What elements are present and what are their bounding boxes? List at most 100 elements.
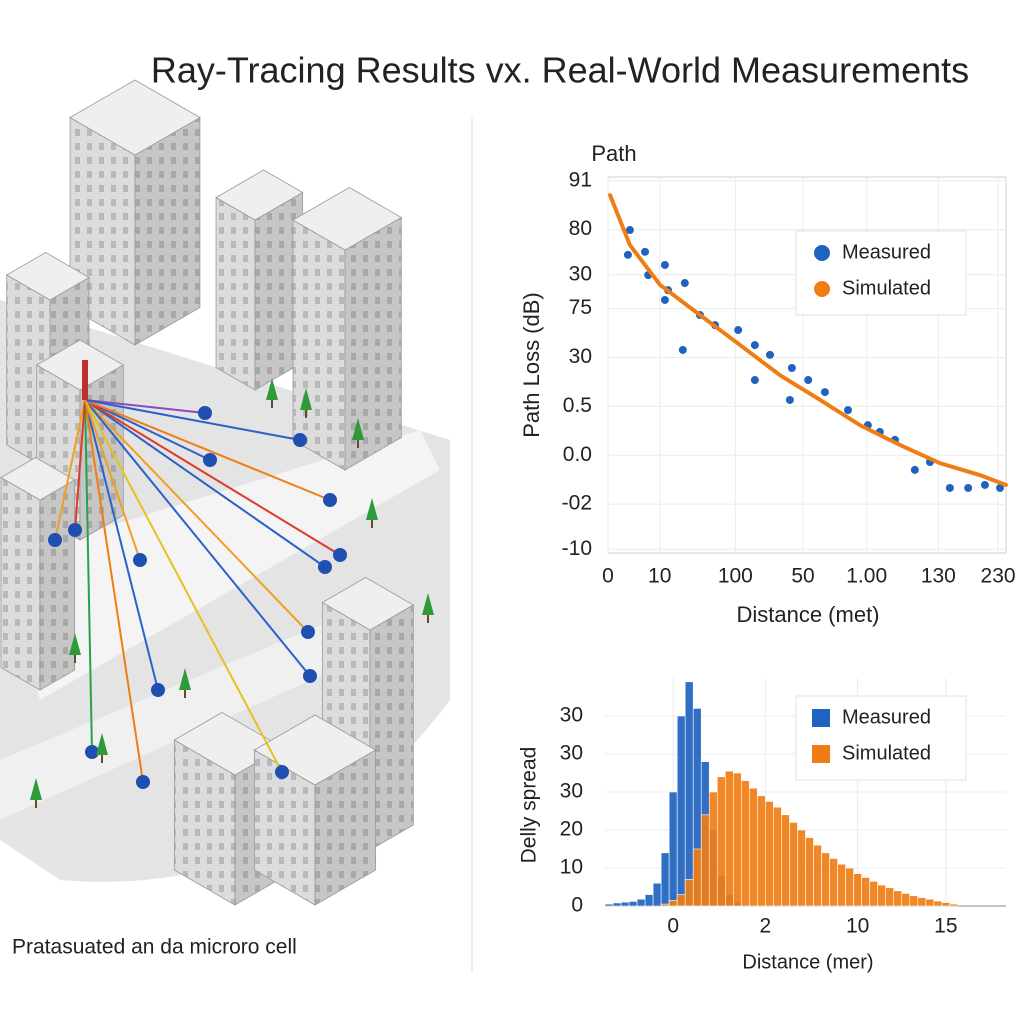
measured-point <box>820 388 829 397</box>
measured-point <box>680 279 689 288</box>
receiver <box>333 548 347 562</box>
histogram-bar <box>885 887 895 907</box>
legend-label: Measured <box>842 241 931 263</box>
street <box>0 600 400 820</box>
building-roof <box>292 187 403 251</box>
receiver <box>293 433 307 447</box>
y-tick-label: 0.5 <box>563 394 592 417</box>
y-axis-label: Path Loss (dB) <box>519 292 544 438</box>
building <box>292 187 403 471</box>
histogram-bar <box>612 902 622 907</box>
ray <box>84 399 141 561</box>
tree <box>179 668 191 690</box>
ray <box>84 399 206 414</box>
ray <box>84 399 144 783</box>
measured-point <box>945 483 954 492</box>
histogram-bar <box>716 776 726 907</box>
measured-point <box>623 250 632 259</box>
tree-trunk <box>184 690 186 698</box>
y-tick-label: 75 <box>569 296 592 319</box>
histogram-bar <box>668 791 678 907</box>
histogram-bar <box>668 899 678 907</box>
y-axis-label: Delly spread <box>518 747 541 864</box>
ray <box>84 399 309 633</box>
measured-point <box>996 483 1005 492</box>
measured-point <box>734 326 743 335</box>
receiver <box>68 523 82 537</box>
histogram-bar <box>604 903 614 907</box>
y-tick-label: -10 <box>562 537 592 560</box>
tree-trunk <box>305 410 307 418</box>
histogram-bar <box>749 787 758 907</box>
tree-trunk <box>74 655 76 663</box>
histogram-bar <box>684 681 694 907</box>
simulated-line <box>607 193 1008 487</box>
histogram-bar <box>925 898 935 907</box>
histogram-bar <box>676 715 686 907</box>
tree <box>300 388 312 410</box>
ray <box>74 399 86 531</box>
tree <box>352 418 364 440</box>
ray <box>84 399 159 691</box>
receiver <box>48 533 62 547</box>
histogram-bar <box>909 895 919 907</box>
histogram-bar <box>949 903 959 907</box>
x-tick-label: 15 <box>934 915 957 938</box>
histogram-bar <box>733 772 742 907</box>
histogram-bar <box>636 898 646 907</box>
histogram-bar <box>789 822 798 907</box>
histogram-bar <box>660 852 670 907</box>
building-face <box>344 216 402 471</box>
measured-point <box>843 406 852 415</box>
legend-swatch <box>814 245 830 261</box>
y-tick-label: 30 <box>569 262 592 285</box>
tree-trunk <box>427 615 429 623</box>
y-tick-label: 0.0 <box>563 443 592 466</box>
histogram-bar <box>917 897 927 907</box>
x-tick-label: 2 <box>760 915 772 938</box>
building <box>69 79 201 346</box>
histogram-bar <box>805 837 814 907</box>
y-tick-label: 20 <box>560 818 583 841</box>
tree <box>266 378 278 400</box>
measured-point <box>660 260 669 269</box>
receiver <box>136 775 150 789</box>
histogram-bar <box>660 903 670 907</box>
legend-swatch <box>814 281 830 297</box>
receiver <box>133 553 147 567</box>
measured-point <box>804 376 813 385</box>
receiver <box>275 765 289 779</box>
histogram-bar <box>821 852 830 907</box>
histogram-bar <box>741 780 750 907</box>
measured-point <box>765 350 774 359</box>
measured-point <box>660 295 669 304</box>
x-tick-label: 0 <box>602 565 614 588</box>
tree <box>30 778 42 800</box>
building-face <box>292 219 346 471</box>
y-tick-label: 30 <box>560 780 583 803</box>
tree <box>422 593 434 615</box>
receiver <box>85 745 99 759</box>
ray <box>84 399 331 501</box>
histogram-bar <box>628 901 638 907</box>
ray <box>84 399 326 568</box>
histogram-bar <box>684 879 694 907</box>
histogram-bar <box>724 770 734 907</box>
histogram-bar <box>853 873 862 907</box>
building-face <box>369 604 414 851</box>
x-tick-label: 10 <box>846 915 869 938</box>
histogram-bar <box>692 848 702 907</box>
histogram-bar <box>877 884 886 907</box>
building-roof <box>69 79 201 156</box>
building <box>0 457 76 691</box>
histogram-bar <box>869 880 878 907</box>
legend-label: Simulated <box>842 277 931 299</box>
tree-trunk <box>371 520 373 528</box>
measured-point <box>910 465 919 474</box>
histogram-bar <box>757 795 766 907</box>
ray <box>84 399 301 441</box>
receiver <box>301 625 315 639</box>
x-axis-label: Distance (mer) <box>742 951 873 973</box>
ray <box>84 399 311 677</box>
